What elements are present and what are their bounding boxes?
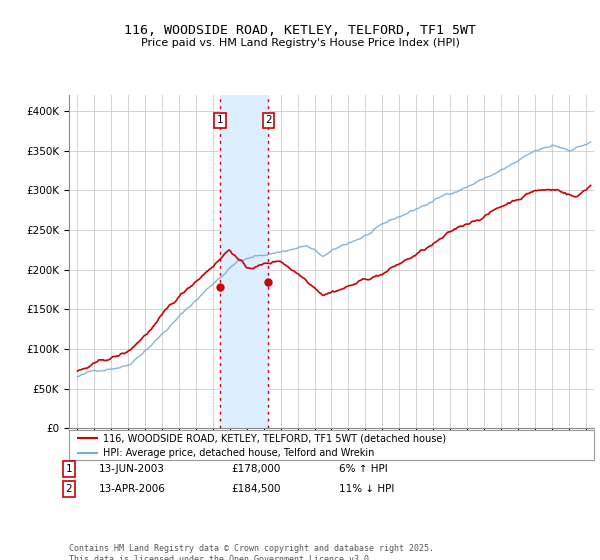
Text: 2: 2 <box>265 115 272 125</box>
Text: £184,500: £184,500 <box>231 484 281 494</box>
Text: 116, WOODSIDE ROAD, KETLEY, TELFORD, TF1 5WT (detached house): 116, WOODSIDE ROAD, KETLEY, TELFORD, TF1… <box>103 433 446 443</box>
Text: 116, WOODSIDE ROAD, KETLEY, TELFORD, TF1 5WT: 116, WOODSIDE ROAD, KETLEY, TELFORD, TF1… <box>124 24 476 36</box>
Text: Contains HM Land Registry data © Crown copyright and database right 2025.
This d: Contains HM Land Registry data © Crown c… <box>69 544 434 560</box>
Text: 1: 1 <box>217 115 224 125</box>
Text: 1: 1 <box>65 464 73 474</box>
Text: 13-APR-2006: 13-APR-2006 <box>99 484 166 494</box>
Text: HPI: Average price, detached house, Telford and Wrekin: HPI: Average price, detached house, Telf… <box>103 447 374 458</box>
Text: 6% ↑ HPI: 6% ↑ HPI <box>339 464 388 474</box>
Bar <box>220 95 268 428</box>
Text: Price paid vs. HM Land Registry's House Price Index (HPI): Price paid vs. HM Land Registry's House … <box>140 38 460 48</box>
Text: 2: 2 <box>65 484 73 494</box>
Text: £178,000: £178,000 <box>231 464 280 474</box>
Text: 11% ↓ HPI: 11% ↓ HPI <box>339 484 394 494</box>
Text: 13-JUN-2003: 13-JUN-2003 <box>99 464 165 474</box>
